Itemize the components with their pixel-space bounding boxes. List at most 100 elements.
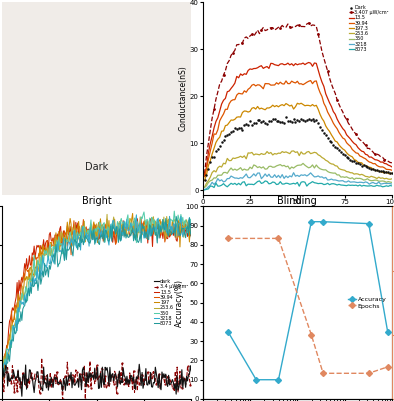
8073 xyxy=(382,184,387,189)
Legend: Accuracy, Epochs: Accuracy, Epochs xyxy=(346,294,389,311)
Title: Blinding: Blinding xyxy=(277,196,317,205)
Line: 8073: 8073 xyxy=(3,217,191,376)
Dark xyxy=(304,117,310,123)
Dark xyxy=(351,158,357,164)
Dark xyxy=(247,117,253,124)
8073 xyxy=(376,184,381,188)
3.4 μW/cm² xyxy=(35,374,40,379)
Dark xyxy=(344,154,350,160)
Dark xyxy=(273,118,280,124)
Line: 3.407 μW/cm²: 3.407 μW/cm² xyxy=(203,22,394,175)
Dark xyxy=(260,118,266,124)
8073 xyxy=(257,178,262,183)
8073 xyxy=(0,374,5,379)
3218 xyxy=(238,175,243,180)
13.5 xyxy=(174,237,178,242)
13.5 xyxy=(299,62,303,67)
Dark xyxy=(302,118,308,125)
253.6 xyxy=(8,330,13,335)
Accuracy xyxy=(254,377,258,382)
39.94 xyxy=(308,78,313,83)
Line: 8073: 8073 xyxy=(204,181,392,190)
13.5 xyxy=(12,305,17,310)
39.94 xyxy=(246,87,251,92)
Line: 350: 350 xyxy=(3,211,191,366)
Dark xyxy=(290,115,297,122)
253.6 xyxy=(238,154,243,159)
Dark xyxy=(243,121,249,127)
197.3 xyxy=(316,107,321,112)
13.5 xyxy=(51,236,56,241)
Dark xyxy=(241,122,247,128)
3218 xyxy=(390,182,394,186)
Dark xyxy=(315,120,322,127)
197 xyxy=(180,226,185,231)
253.6 xyxy=(202,185,207,190)
3.407 μW/cm² xyxy=(376,152,381,157)
Dark xyxy=(355,160,361,166)
Dark xyxy=(203,172,210,178)
Dark xyxy=(319,127,325,133)
Dark xyxy=(336,147,342,154)
Dark xyxy=(353,160,359,166)
3218 xyxy=(376,180,381,184)
dark xyxy=(52,377,56,382)
Dark xyxy=(213,147,219,154)
Dark xyxy=(264,121,270,127)
3.407 μW/cm² xyxy=(382,157,387,162)
Dark xyxy=(281,119,287,126)
197.3 xyxy=(382,171,387,176)
8073 xyxy=(35,288,40,293)
Dark xyxy=(338,148,344,155)
13.5 xyxy=(390,164,394,169)
197 xyxy=(51,243,56,248)
3.4 μW/cm² xyxy=(12,389,17,394)
350 xyxy=(376,179,381,184)
Y-axis label: Accuracy(%): Accuracy(%) xyxy=(175,279,184,327)
39.94 xyxy=(51,235,56,240)
Dark xyxy=(326,138,333,144)
3218 xyxy=(316,174,321,178)
Dark xyxy=(207,158,214,165)
Accuracy xyxy=(366,221,371,226)
3218 xyxy=(35,275,40,280)
Dark xyxy=(374,166,380,173)
Line: 3218: 3218 xyxy=(204,173,392,189)
197 xyxy=(0,377,5,381)
350 xyxy=(8,338,13,342)
3.4 μW/cm² xyxy=(189,380,194,385)
350 xyxy=(12,325,17,330)
Dark xyxy=(332,144,338,150)
3.407 μW/cm² xyxy=(202,171,207,176)
Dark xyxy=(298,116,304,122)
Dark xyxy=(236,124,242,131)
Dark xyxy=(211,154,217,160)
253.6 xyxy=(189,229,194,234)
350 xyxy=(35,257,40,262)
Dark xyxy=(345,155,351,162)
Dark xyxy=(262,119,268,126)
3.4 μW/cm² xyxy=(181,374,186,379)
350 xyxy=(189,223,194,228)
Line: 197: 197 xyxy=(3,213,191,379)
Dark xyxy=(255,117,261,124)
Line: Epochs: Epochs xyxy=(226,236,390,375)
Dark xyxy=(361,162,367,168)
3218 xyxy=(382,181,387,186)
Dark xyxy=(268,117,274,124)
Dark xyxy=(285,117,291,124)
8073 xyxy=(174,214,178,219)
3218 xyxy=(12,328,17,333)
3218 xyxy=(8,339,13,344)
Title: Bright: Bright xyxy=(82,196,112,205)
Dark xyxy=(364,164,371,170)
Dark xyxy=(347,156,353,163)
253.6 xyxy=(51,249,56,253)
253.6 xyxy=(105,212,110,217)
3.407 μW/cm² xyxy=(307,20,311,25)
350 xyxy=(299,163,303,168)
39.94 xyxy=(390,168,394,173)
Dark xyxy=(239,127,245,133)
Dark xyxy=(234,126,240,133)
Epochs xyxy=(309,332,314,337)
